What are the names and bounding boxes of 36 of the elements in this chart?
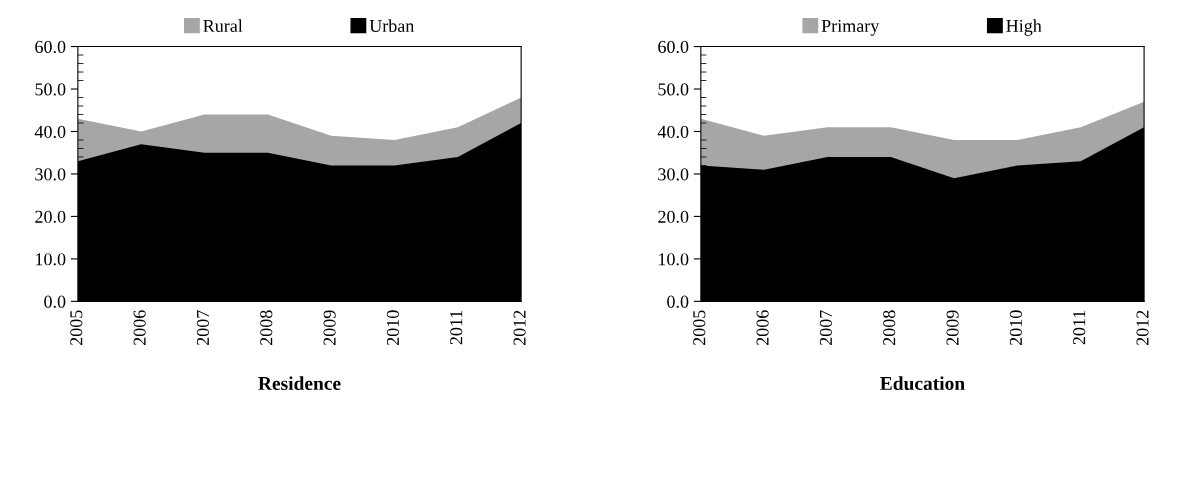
y-tick-label: 50.0 — [35, 83, 66, 96]
y-tick-label: 20.0 — [658, 210, 689, 223]
x-tick-label: 2006 — [756, 310, 769, 345]
y-tick-label: 60.0 — [35, 40, 66, 54]
x-tick-label: 2009 — [323, 310, 336, 345]
x-tick-label: 2009 — [946, 310, 959, 345]
y-tick-label: 30.0 — [35, 168, 66, 181]
x-tick-label: 2005 — [693, 310, 706, 345]
y-tick-label: 40.0 — [34, 125, 66, 138]
legend-label: Rural — [203, 19, 243, 33]
x-tick-label: 2006 — [133, 310, 146, 345]
x-tick-label: 2012 — [1136, 310, 1149, 345]
x-tick-label: 2010 — [1009, 310, 1022, 345]
x-tick-label: 2007 — [196, 310, 210, 345]
x-tick-label: 2008 — [260, 310, 273, 345]
y-tick-label: 0.0 — [667, 295, 689, 308]
x-tick-label: 2011 — [1073, 310, 1086, 345]
x-axis-title: Education — [880, 376, 965, 391]
y-tick-label: 30.0 — [658, 168, 689, 181]
x-tick-label: 2011 — [450, 310, 463, 345]
x-tick-label: 2008 — [883, 310, 896, 345]
x-tick-label: 2007 — [819, 310, 832, 345]
y-tick-label: 60.0 — [658, 40, 689, 54]
legend-label: Primary — [821, 19, 880, 36]
x-tick-label: 2010 — [386, 310, 399, 345]
y-tick-label: 0.0 — [44, 295, 66, 308]
y-tick-label: 40.0 — [657, 125, 689, 138]
legend-label: High — [1006, 19, 1042, 36]
y-tick-label: 20.0 — [35, 210, 66, 223]
y-tick-label: 50.0 — [658, 83, 689, 96]
x-tick-label: 2012 — [513, 310, 526, 345]
x-tick-label: 2005 — [70, 310, 83, 345]
y-tick-label: 10.0 — [659, 253, 689, 266]
legend-label: Urban — [369, 19, 415, 33]
y-tick-label: 10.0 — [36, 253, 66, 266]
x-axis-title: Residence — [258, 376, 341, 391]
